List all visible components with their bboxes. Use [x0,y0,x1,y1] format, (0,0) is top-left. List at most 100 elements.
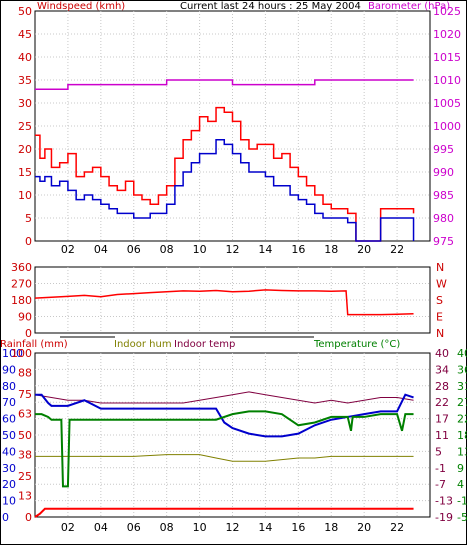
panel3-right-outer-tick: 40 [435,347,449,360]
panel3-right-inner-tick: 18 [457,429,467,442]
panel1-right-tick: 1000 [433,120,461,133]
panel3-x-tick: 18 [324,521,338,534]
panel1-series-line [35,139,415,242]
panel3-right-outer-tick: -19 [435,511,453,524]
panel2-compass-tick: W [436,278,447,291]
panel3-x-tick: 16 [291,521,305,534]
panel3-rain-tick: 60 [2,413,16,426]
panel3-itemp-label: Indoor temp [174,339,235,350]
panel3-right-outer-tick: -13 [435,495,453,508]
panel3-series-line [34,507,414,518]
panel3-pct-tick: 50 [18,429,32,442]
panel1-left-tick: 15 [18,166,32,179]
panel1-left-tick: 30 [18,97,32,110]
panel1-x-tick: 22 [390,243,404,256]
panel1-left-tick: 20 [18,143,32,156]
panel1-right-tick: 995 [433,143,454,156]
panel3-temp-label: Temperature (°C) [313,339,400,350]
panel2-compass-tick: N [436,261,444,274]
panel1-x-tick: 20 [357,243,371,256]
panel1-x-tick: 10 [193,243,207,256]
panel3-right-outer-tick: 11 [435,429,449,442]
panel3-pct-tick: 38 [18,449,32,462]
panel1-series-line [35,79,414,90]
panel3-pct-tick: 0 [25,511,32,524]
panel3-x-tick: 14 [258,521,272,534]
panel1-right-tick: 1020 [433,28,461,41]
panel1-right-tick: 985 [433,189,454,202]
panel3-rain-tick: 70 [2,396,16,409]
panel3-rain-label: Rainfall (mm) [0,339,68,350]
panel3-series-line [34,391,414,404]
panel1-x-tick: 02 [61,243,75,256]
panel1-x-tick: 16 [291,243,305,256]
panel3-right-outer-tick: 5 [435,445,442,458]
panel3-x-tick: 02 [61,521,75,534]
panel3-right-inner-tick: 40 [457,347,467,360]
panel3-series-line [35,410,414,488]
panel3-right-inner-tick: 9 [457,462,464,475]
panel3-right-inner-tick: 27 [457,396,467,409]
panel1-series-line [35,106,415,242]
panel1-x-tick: 08 [160,243,174,256]
panel1-x-tick: 18 [324,243,338,256]
panel3-right-inner-tick: -5 [457,511,467,524]
panel2-left-tick: 180 [11,294,32,307]
panel2-compass-tick: E [436,311,443,324]
panel1-x-tick: 06 [127,243,141,256]
panel3-rain-tick: 30 [2,462,16,475]
panel3-x-tick: 08 [160,521,174,534]
panel1-title: Current last 24 hours : 25 May 2004 [180,1,361,12]
panel3-right-outer-tick: -7 [435,478,446,491]
panel1-right-tick: 980 [433,212,454,225]
panel1-left-label: Windspeed (kmh) [37,1,125,12]
panel3-right-inner-tick: 13 [457,445,467,458]
panel3-right-outer-tick: 17 [435,413,449,426]
panel1-right-tick: 990 [433,166,454,179]
panel1-left-tick: 35 [18,74,32,87]
panel3-right-outer-tick: -1 [435,462,446,475]
panel1-left-tick: 5 [25,212,32,225]
panel3-right-inner-tick: 36 [457,363,467,376]
panel3-pct-tick: 100 [11,347,32,360]
panel2-left-tick: 270 [11,278,32,291]
panel1-left-tick: 50 [18,5,32,18]
panel3-rain-tick: 100 [2,347,23,360]
panel1-left-tick: 45 [18,28,32,41]
panel3-x-tick: 06 [127,521,141,534]
panel1-right-tick: 1025 [433,5,461,18]
panel1-left-tick: 10 [18,189,32,202]
panel3-right-outer-tick: 34 [435,363,449,376]
panel3-x-tick: 04 [94,521,108,534]
panel3-pct-tick: 63 [18,408,32,421]
panel3-x-tick: 22 [390,521,404,534]
panel3-pct-tick: 88 [18,367,32,380]
panel2-left-tick: 360 [11,261,32,274]
panel3-x-tick: 12 [226,521,240,534]
panel3-rain-tick: 40 [2,445,16,458]
panel3-rain-tick: 10 [2,495,16,508]
panel1-x-tick: 04 [94,243,108,256]
panel3-x-tick: 20 [357,521,371,534]
panel1-left-tick: 25 [18,120,32,133]
panel3-right-inner-tick: 22 [457,413,467,426]
panel3-right-outer-tick: 22 [435,396,449,409]
panel3-series-line [35,393,414,438]
panel1-right-tick: 1010 [433,74,461,87]
panel3-pct-tick: 25 [18,470,32,483]
panel1-left-tick: 40 [18,51,32,64]
panel3-rain-tick: 90 [2,363,16,376]
panel3-right-inner-tick: 31 [457,380,467,393]
panel1-x-tick: 12 [226,243,240,256]
panel3-rain-tick: 50 [2,429,16,442]
panel3-right-inner-tick: 4 [457,478,464,491]
panel2-series-line [34,289,414,316]
panel3-rain-tick: 80 [2,380,16,393]
panel1-x-tick: 14 [258,243,272,256]
panel2-compass-tick: S [436,294,443,307]
panel1-left-tick: 0 [25,235,32,248]
panel3-pct-tick: 75 [18,388,32,401]
panel2-left-tick: 0 [25,327,32,340]
panel3-hum-label: Indoor hum [114,339,172,350]
